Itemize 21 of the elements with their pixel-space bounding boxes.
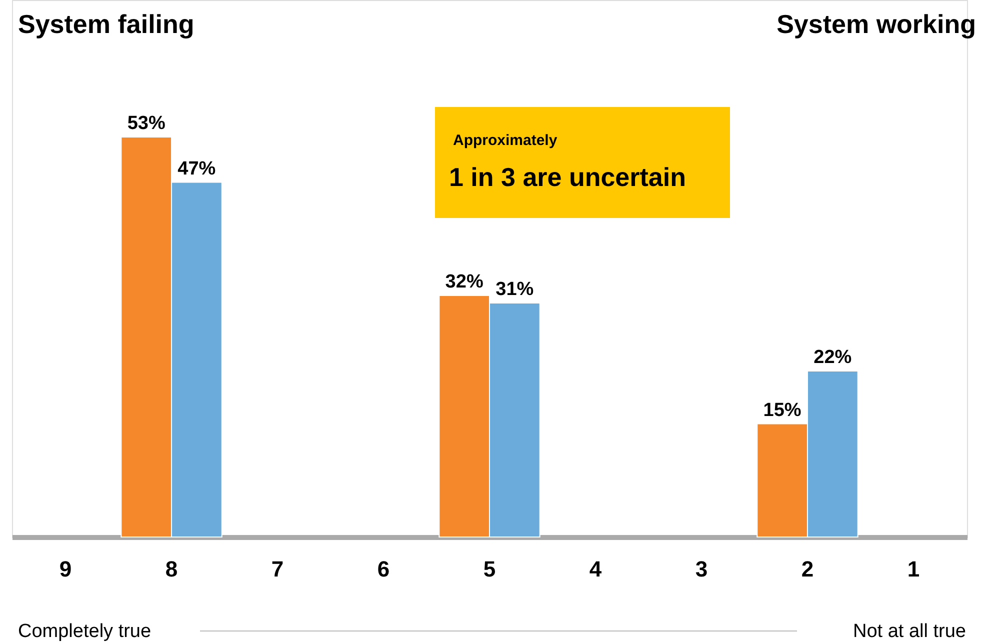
text: Not at all true bbox=[853, 621, 966, 642]
data-label: 15% bbox=[763, 400, 802, 421]
x-tick-label: 6 bbox=[377, 556, 390, 582]
annotation: 1 in 3 are uncertain bbox=[449, 162, 686, 192]
x-tick-label: 7 bbox=[271, 556, 284, 582]
text: System failing bbox=[18, 9, 194, 39]
data-label: 31% bbox=[496, 279, 534, 300]
data-label: 22% bbox=[814, 346, 852, 368]
data-label: 53% bbox=[127, 113, 166, 134]
x-tick-label: 3 bbox=[695, 556, 708, 582]
text: System working bbox=[776, 9, 976, 39]
x-tick-label: 2 bbox=[801, 556, 814, 582]
x-tick-label: 4 bbox=[589, 556, 602, 582]
x-tick-label: 1 bbox=[907, 556, 920, 582]
text: Completely true bbox=[18, 621, 152, 642]
x-tick-label: 9 bbox=[59, 556, 72, 582]
data-label: 32% bbox=[445, 271, 484, 292]
annotation: Approximately bbox=[453, 132, 558, 149]
x-tick-label: 8 bbox=[165, 556, 178, 582]
x-tick-label: 5 bbox=[483, 556, 496, 582]
data-label: 47% bbox=[178, 158, 216, 180]
